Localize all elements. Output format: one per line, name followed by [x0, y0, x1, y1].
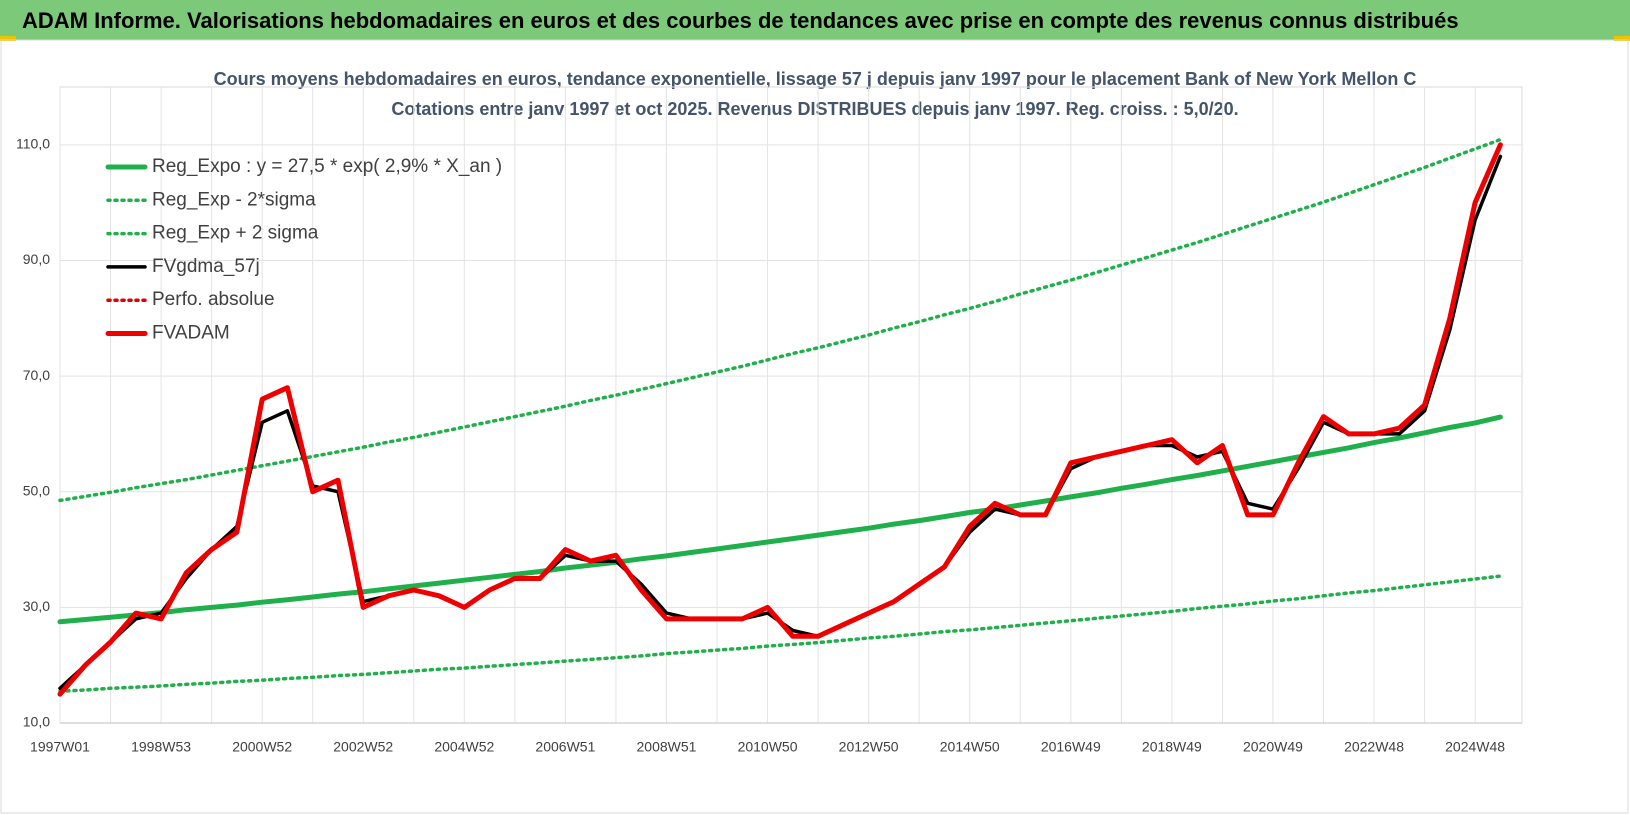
header-band — [0, 0, 1630, 40]
x-tick-label: 2016W49 — [1041, 739, 1101, 755]
legend-label: Perfo. absolue — [152, 289, 275, 310]
y-tick-label: 10,0 — [23, 714, 50, 730]
x-tick-label: 2010W50 — [738, 739, 798, 755]
legend: Reg_Expo : y = 27,5 * exp( 2,9% * X_an )… — [105, 156, 502, 344]
legend-label: Reg_Exp - 2*sigma — [152, 189, 316, 210]
chart-title: Cours moyens hebdomadaires en euros, ten… — [214, 69, 1417, 89]
y-tick-label: 110,0 — [16, 136, 50, 152]
x-tick-label: 2014W50 — [940, 739, 1000, 755]
legend-label: Reg_Expo : y = 27,5 * exp( 2,9% * X_an ) — [152, 156, 502, 177]
chart-subtitle: Cotations entre janv 1997 et oct 2025. R… — [391, 99, 1238, 119]
x-tick-label: 1998W53 — [131, 739, 191, 755]
x-tick-label: 2024W48 — [1445, 739, 1505, 755]
x-tick-label: 2006W51 — [535, 739, 595, 755]
corner-mark — [1614, 36, 1630, 41]
x-tick-label: 2018W49 — [1142, 739, 1202, 755]
y-tick-label: 90,0 — [23, 251, 50, 267]
y-tick-label: 70,0 — [23, 367, 50, 383]
series-line — [57, 142, 1503, 697]
legend-label: FVgdma_57j — [152, 256, 260, 277]
series-line — [57, 414, 1503, 625]
x-tick-label: 2000W52 — [232, 739, 292, 755]
y-tick-label: 30,0 — [23, 598, 50, 614]
chart-frame — [0, 39, 1629, 814]
grid: 10,0 30,0 50,0 70,0 90,0 110,0 1997W01 1998W53 2… — [16, 86, 1523, 755]
x-tick-label: 2004W52 — [434, 739, 494, 755]
series-line — [58, 137, 1503, 503]
page-title: ADAM Informe. Valorisations hebdomadaire… — [22, 8, 1459, 33]
plot — [57, 137, 1503, 697]
series-line — [58, 574, 1503, 693]
x-tick-label: 2022W48 — [1344, 739, 1404, 755]
x-tick-label: 2012W50 — [839, 739, 899, 755]
x-tick-label: 1997W01 — [30, 739, 90, 755]
x-tick-label: 2020W49 — [1243, 739, 1303, 755]
legend-label: Reg_Exp + 2 sigma — [152, 223, 319, 244]
x-tick-label: 2008W51 — [637, 739, 697, 755]
corner-mark — [0, 36, 16, 41]
x-tick-label: 2002W52 — [333, 739, 393, 755]
y-tick-label: 50,0 — [23, 482, 50, 498]
legend-label: FVADAM — [152, 323, 230, 344]
